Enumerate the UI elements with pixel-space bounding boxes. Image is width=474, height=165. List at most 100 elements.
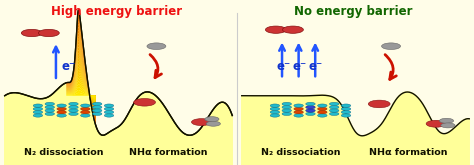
Polygon shape [66, 33, 95, 117]
Circle shape [45, 106, 55, 109]
Circle shape [318, 114, 327, 117]
Polygon shape [66, 13, 95, 123]
Polygon shape [66, 62, 95, 107]
Polygon shape [66, 79, 95, 101]
Circle shape [21, 29, 42, 37]
Text: NHα formation: NHα formation [369, 148, 448, 157]
Circle shape [270, 114, 280, 117]
Polygon shape [66, 39, 95, 115]
Circle shape [104, 111, 114, 114]
Circle shape [382, 43, 401, 49]
Polygon shape [66, 64, 95, 106]
Circle shape [104, 104, 114, 107]
Circle shape [205, 117, 219, 122]
Circle shape [283, 26, 303, 33]
Circle shape [270, 111, 280, 114]
Polygon shape [66, 87, 95, 99]
Circle shape [368, 100, 390, 108]
Circle shape [294, 104, 303, 107]
Circle shape [206, 121, 220, 126]
Circle shape [306, 109, 315, 112]
Circle shape [265, 26, 286, 33]
Circle shape [294, 107, 303, 111]
Circle shape [341, 111, 351, 114]
Polygon shape [66, 10, 95, 124]
Circle shape [441, 123, 455, 128]
Circle shape [81, 104, 90, 107]
Circle shape [341, 107, 351, 111]
Circle shape [45, 109, 55, 112]
Circle shape [329, 112, 339, 115]
Polygon shape [66, 45, 95, 113]
Text: e⁻: e⁻ [62, 60, 76, 72]
Circle shape [38, 29, 59, 37]
Circle shape [318, 104, 327, 107]
Circle shape [329, 102, 339, 106]
Circle shape [81, 111, 90, 114]
Circle shape [282, 102, 292, 106]
Polygon shape [66, 53, 95, 110]
Circle shape [439, 118, 454, 123]
Polygon shape [66, 19, 95, 121]
Polygon shape [66, 70, 95, 104]
Circle shape [318, 107, 327, 111]
Text: e⁻: e⁻ [292, 60, 307, 72]
Circle shape [306, 106, 315, 109]
Circle shape [69, 109, 78, 112]
Circle shape [306, 102, 315, 106]
Circle shape [341, 114, 351, 117]
Text: N₂ dissociation: N₂ dissociation [24, 148, 104, 157]
Circle shape [329, 106, 339, 109]
Circle shape [81, 107, 90, 111]
Circle shape [69, 102, 78, 106]
Text: N₂ dissociation: N₂ dissociation [261, 148, 341, 157]
Circle shape [104, 114, 114, 117]
Circle shape [57, 107, 66, 111]
Circle shape [306, 112, 315, 115]
Polygon shape [66, 93, 95, 97]
Circle shape [69, 112, 78, 115]
Polygon shape [66, 67, 95, 105]
Circle shape [33, 114, 43, 117]
Circle shape [282, 106, 292, 109]
Circle shape [294, 111, 303, 114]
Circle shape [33, 111, 43, 114]
Circle shape [294, 114, 303, 117]
Polygon shape [66, 90, 95, 98]
Circle shape [282, 112, 292, 115]
Polygon shape [66, 42, 95, 114]
Circle shape [270, 104, 280, 107]
Circle shape [92, 106, 102, 109]
Polygon shape [66, 30, 95, 118]
Polygon shape [66, 50, 95, 111]
Circle shape [57, 114, 66, 117]
Polygon shape [5, 10, 232, 165]
Polygon shape [66, 16, 95, 122]
Circle shape [134, 99, 155, 106]
Circle shape [57, 104, 66, 107]
Polygon shape [66, 36, 95, 116]
Circle shape [104, 107, 114, 111]
Text: No energy barrier: No energy barrier [294, 5, 412, 18]
Circle shape [270, 107, 280, 111]
Polygon shape [66, 47, 95, 112]
Polygon shape [66, 73, 95, 103]
Circle shape [282, 109, 292, 112]
Text: e⁻: e⁻ [309, 60, 323, 72]
Polygon shape [66, 22, 95, 120]
Circle shape [329, 109, 339, 112]
Polygon shape [66, 84, 95, 99]
Circle shape [57, 111, 66, 114]
Circle shape [147, 43, 166, 49]
Circle shape [45, 112, 55, 115]
Polygon shape [66, 25, 95, 119]
Circle shape [191, 119, 211, 126]
Polygon shape [66, 56, 95, 109]
Circle shape [81, 114, 90, 117]
Circle shape [45, 102, 55, 106]
Circle shape [426, 120, 446, 127]
Polygon shape [66, 27, 95, 119]
Circle shape [33, 107, 43, 111]
Circle shape [92, 102, 102, 106]
Text: NHα formation: NHα formation [129, 148, 208, 157]
